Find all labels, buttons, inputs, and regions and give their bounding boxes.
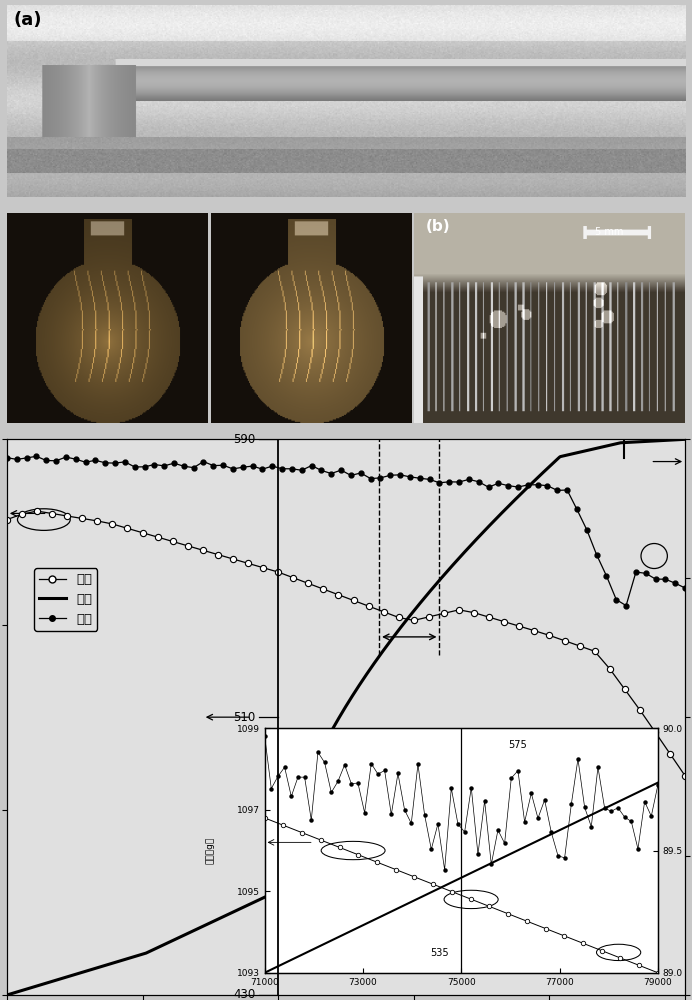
Text: 5 mm: 5 mm — [595, 227, 623, 237]
Text: 590: 590 — [233, 433, 255, 446]
Text: (b): (b) — [426, 219, 450, 234]
Text: 510: 510 — [233, 711, 255, 724]
Text: (a): (a) — [14, 11, 42, 29]
Text: 430: 430 — [233, 988, 255, 1000]
Legend: 温度, 重量, 功率: 温度, 重量, 功率 — [34, 568, 98, 631]
